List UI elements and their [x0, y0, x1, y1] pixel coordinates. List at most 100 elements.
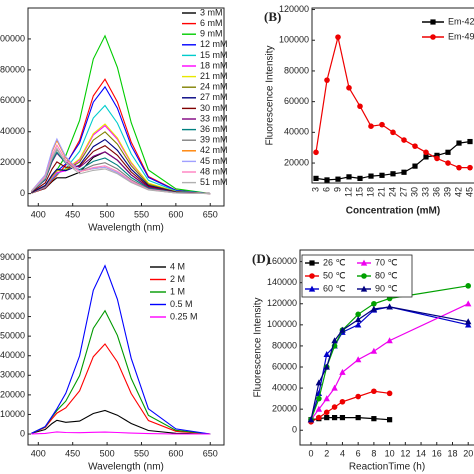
- marker: [456, 164, 462, 171]
- series-line: [310, 303, 469, 421]
- y-tick-label: 20000: [0, 389, 25, 399]
- y-tick-label: 80000: [284, 65, 309, 75]
- marker: [465, 283, 472, 289]
- x-tick-label: 6: [321, 187, 331, 192]
- y-axis-title: Fluorescence Intensity: [265, 45, 276, 145]
- marker: [324, 414, 330, 421]
- x-axis-title: Wavelength (nm): [88, 223, 164, 234]
- y-tick-label: 90000: [0, 252, 25, 262]
- marker: [323, 409, 330, 416]
- marker: [390, 171, 396, 177]
- x-tick-label: 600: [168, 448, 183, 458]
- y-tick-label: 0: [292, 425, 297, 435]
- marker: [390, 129, 396, 136]
- x-tick-label: 24: [387, 187, 397, 197]
- series-line: [310, 306, 469, 420]
- x-tick-label: 42: [453, 187, 463, 197]
- plot-frame: [27, 7, 225, 207]
- marker: [423, 149, 429, 156]
- marker: [371, 388, 377, 395]
- marker: [313, 149, 319, 156]
- y-tick-label: 160000: [267, 256, 297, 266]
- marker: [465, 300, 472, 307]
- x-tick-label: 10: [385, 448, 395, 458]
- series-line: [31, 264, 211, 435]
- legend-label: 6 mM: [200, 18, 223, 28]
- y-tick-label: 10000: [0, 409, 25, 419]
- marker: [360, 285, 368, 292]
- legend-label: 30 mM: [200, 103, 228, 113]
- marker: [401, 137, 407, 143]
- x-tick-label: 400: [31, 448, 46, 458]
- marker: [339, 398, 346, 405]
- marker: [445, 149, 451, 155]
- x-tick-label: 12: [400, 448, 410, 458]
- marker: [370, 305, 378, 312]
- legend-label: 15 mM: [200, 50, 228, 60]
- plot-frame: [311, 7, 474, 184]
- legend-label: 90 ℃: [375, 283, 398, 293]
- legend-label: 12 mM: [200, 39, 228, 49]
- marker: [368, 173, 374, 179]
- x-axis-title: Concentration (mM): [346, 206, 440, 217]
- marker: [316, 414, 322, 421]
- legend-label: 9 mM: [200, 29, 223, 39]
- y-tick-label: 120000: [279, 4, 309, 14]
- series-group: [313, 34, 473, 183]
- marker: [324, 77, 330, 83]
- x-tick-label: 8: [371, 448, 376, 458]
- marker: [354, 356, 362, 363]
- marker: [360, 259, 368, 266]
- series-line: [31, 104, 211, 195]
- legend-label: 80 ℃: [375, 270, 398, 280]
- x-tick-label: 600: [168, 209, 183, 219]
- x-tick-label: 45: [464, 187, 474, 197]
- series-line: [31, 343, 211, 435]
- x-tick-label: 6: [356, 448, 361, 458]
- x-tick-label: 20: [463, 448, 473, 458]
- x-tick-label: 500: [100, 209, 115, 219]
- marker: [331, 404, 338, 410]
- marker: [379, 121, 385, 128]
- panel-label: (B): [264, 9, 281, 24]
- marker: [331, 414, 338, 421]
- series-line: [310, 306, 469, 420]
- y-axis-title: Fluorescence Intensity: [253, 297, 264, 397]
- legend-label: 21 mM: [200, 71, 228, 81]
- legend-label: 3 mM: [200, 7, 223, 17]
- y-tick-label: 40000: [272, 382, 297, 392]
- legend-label: Em-497: [448, 31, 474, 41]
- y-tick-label: 100000: [0, 33, 25, 43]
- marker: [456, 140, 462, 146]
- x-tick-label: 15: [354, 187, 364, 197]
- marker: [307, 416, 315, 423]
- x-tick-label: 33: [420, 187, 430, 197]
- y-tick-label: 140000: [267, 277, 297, 287]
- x-tick-label: 650: [203, 448, 218, 458]
- x-tick-label: 0: [308, 448, 313, 458]
- series-line: [31, 409, 211, 435]
- marker: [339, 414, 346, 421]
- legend-label: 18 mM: [200, 60, 228, 70]
- series-line: [31, 147, 211, 195]
- y-tick-label: 20000: [0, 157, 25, 167]
- x-tick-label: 450: [65, 209, 80, 219]
- marker: [423, 154, 429, 160]
- marker: [465, 321, 472, 328]
- x-tick-label: 550: [134, 209, 149, 219]
- legend-label: 36 mM: [200, 124, 228, 134]
- y-tick-label: 30000: [0, 370, 25, 380]
- series-group: [307, 283, 472, 425]
- marker: [357, 175, 363, 181]
- y-tick-label: 80000: [0, 272, 25, 282]
- marker: [324, 177, 330, 183]
- marker: [346, 85, 352, 91]
- legend-label: 0.5 M: [170, 299, 193, 309]
- y-tick-label: 40000: [0, 126, 25, 136]
- legend-label: 2 M: [170, 274, 185, 284]
- x-tick-label: 30: [409, 187, 419, 197]
- marker: [309, 273, 315, 279]
- marker: [430, 19, 436, 25]
- marker: [335, 176, 341, 182]
- marker: [467, 138, 473, 145]
